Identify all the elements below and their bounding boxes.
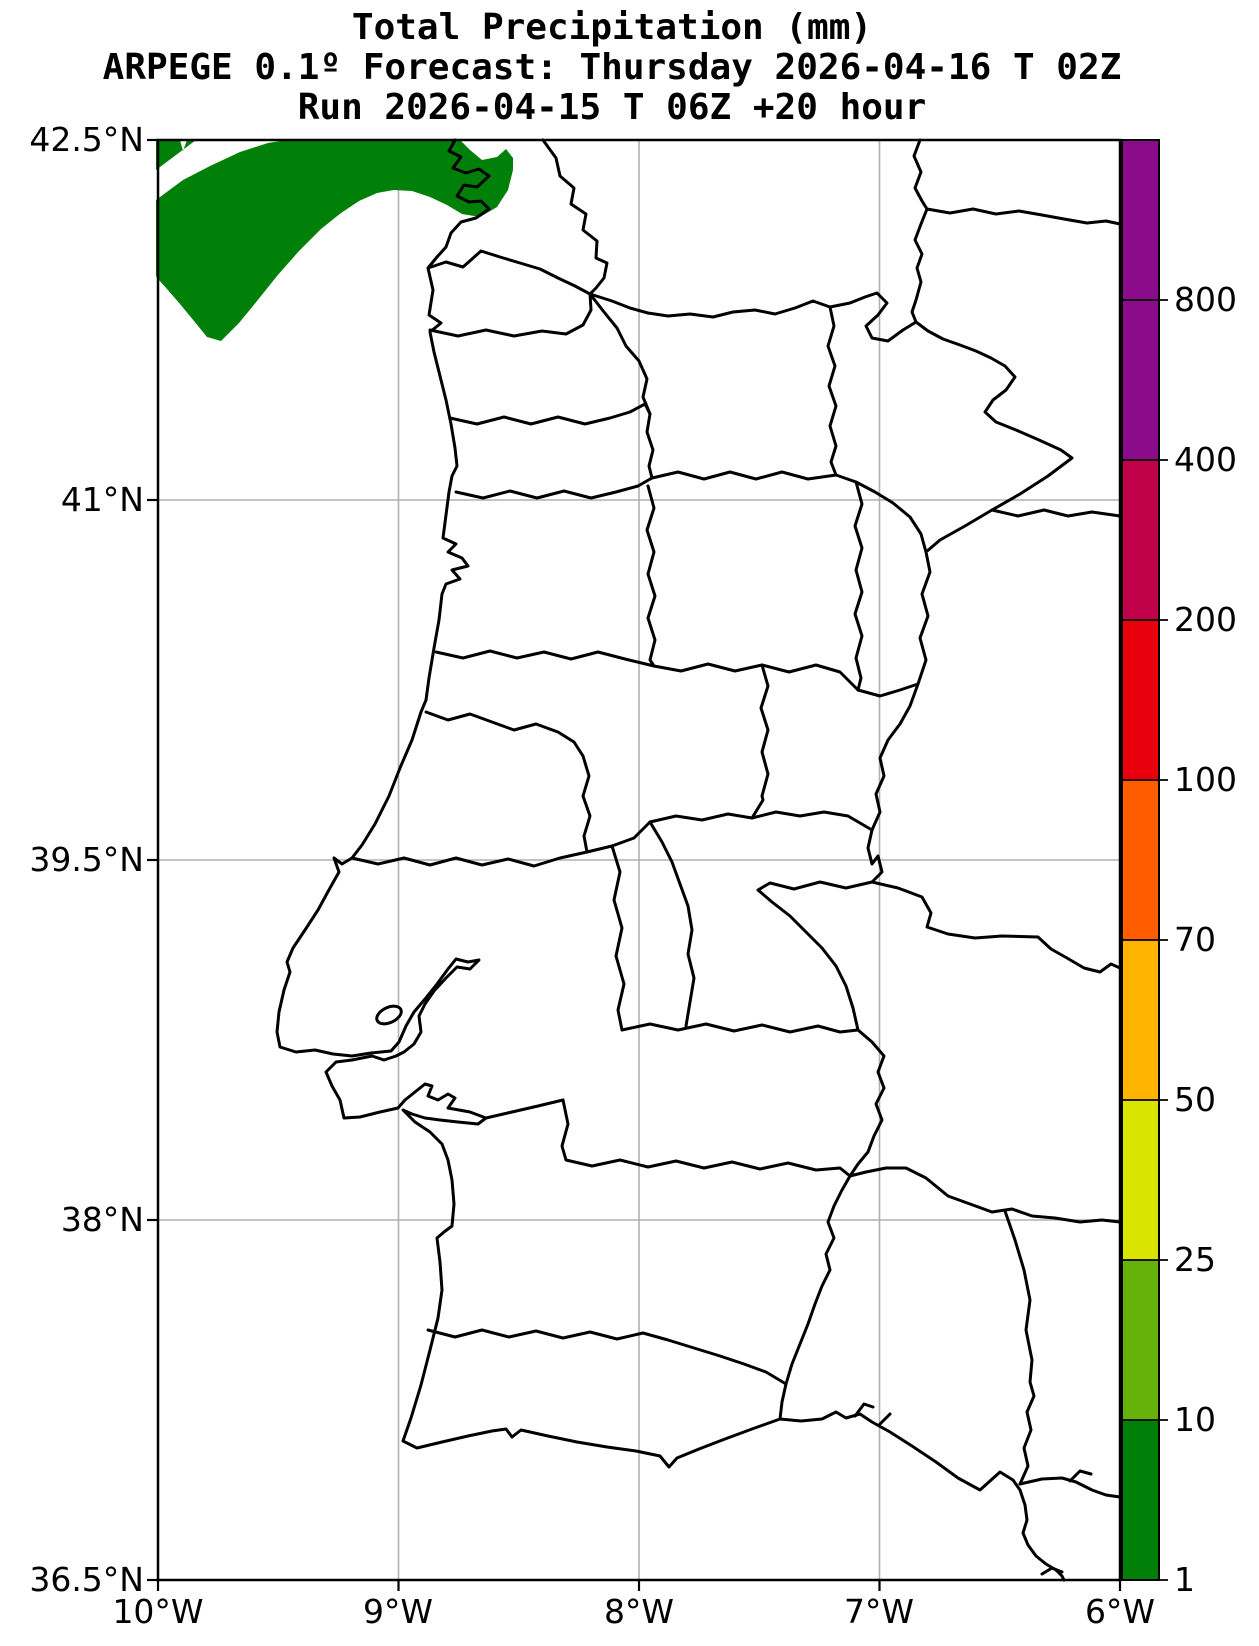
- district-castelobranco-west: [750, 663, 770, 820]
- district-santarem-portalegre: [648, 820, 696, 1028]
- district-viseu-guarda: [853, 480, 864, 692]
- colorbar-segment-400-800: [1122, 300, 1159, 460]
- gridlines: [158, 140, 1120, 1580]
- district-santarem-evora: [610, 844, 626, 1032]
- district-douro-line: [650, 470, 928, 554]
- precip-patch-group: [156, 140, 513, 341]
- district-setubal-evora: [484, 1098, 565, 1120]
- colorbar-segment-25-50: [1122, 1100, 1159, 1260]
- border-salamanca-caceres: [870, 880, 1122, 974]
- colorbar-label-10: 10: [1174, 1400, 1216, 1439]
- colorbar-segment-50-70: [1122, 940, 1159, 1100]
- border-zamora-salamanca: [990, 508, 1122, 518]
- district-leiria-santarem: [581, 754, 592, 854]
- colorbar-segment-1-10: [1122, 1420, 1159, 1580]
- colorbar-segment-200-400: [1122, 460, 1159, 620]
- precip-patch-main: [156, 140, 513, 341]
- district-porto-aveiro: [454, 476, 654, 500]
- coastline-huelva-spur-2: [878, 1412, 892, 1426]
- coastline-huelva-spur-1: [853, 1402, 875, 1418]
- colorbar-segment-100-200: [1122, 620, 1159, 780]
- border-pontevedra-ourense: [541, 138, 609, 296]
- colorbar-segment-10-25: [1122, 1260, 1159, 1420]
- plot-subtitle-forecast: ARPEGE 0.1º Forecast: Thursday 2026-04-1…: [102, 47, 1122, 88]
- plot-subtitle-run: Run 2026-04-15 T 06Z +20 hour: [297, 87, 927, 128]
- lat-label-36-5n: 36.5°N: [29, 1560, 144, 1599]
- district-algarve-north: [426, 1328, 788, 1386]
- coastline-guadalquivir-spur: [1040, 1566, 1064, 1576]
- lon-label-9w: 9°W: [362, 1592, 434, 1631]
- colorbar-segment-over-800: [1122, 140, 1159, 300]
- border-badajoz-andalucia: [848, 1166, 1122, 1224]
- coastline-path: [275, 138, 1066, 1582]
- lon-label-6w: 6°W: [1084, 1592, 1156, 1631]
- colorbar-label-70: 70: [1174, 920, 1216, 959]
- border-huelva-sevilla: [1003, 1209, 1036, 1486]
- district-tejo-line: [585, 810, 874, 854]
- district-guarda-castelobranco: [856, 682, 920, 698]
- lat-label-38n: 38°N: [60, 1200, 144, 1239]
- lon-label-10w: 10°W: [112, 1592, 204, 1631]
- border-ourense-zamora: [910, 138, 929, 324]
- colorbar-label-400: 400: [1174, 440, 1237, 479]
- district-coimbra-north: [434, 649, 860, 692]
- district-evora-north: [620, 1022, 860, 1034]
- district-viana-braga: [428, 292, 593, 338]
- district-braga-porto: [448, 402, 652, 426]
- coastline-cadiz-spur: [1068, 1469, 1093, 1483]
- lat-label-41n: 41°N: [60, 480, 144, 519]
- tejo-island: [375, 1004, 403, 1026]
- border-galicia-castilla: [925, 207, 1122, 226]
- axis-ticks: [147, 138, 1122, 1591]
- district-vilareal-braganca: [826, 305, 838, 477]
- district-coimbra-leiria: [424, 710, 585, 758]
- colorbar-label-100: 100: [1174, 760, 1237, 799]
- colorbar-label-200: 200: [1174, 600, 1237, 639]
- colorbar-segment-70-100: [1122, 780, 1159, 940]
- lat-label-39-5n: 39.5°N: [29, 840, 144, 879]
- precip-patch-corner-wedge: [156, 140, 196, 170]
- coastlines-and-borders: [275, 138, 1122, 1582]
- portugal-spain-border: [426, 249, 1074, 1421]
- district-braga-vilareal: [588, 292, 655, 480]
- colorbar-outline: [1121, 139, 1160, 1581]
- colorbar-label-800: 800: [1174, 280, 1237, 319]
- district-evora-beja: [560, 1098, 852, 1178]
- colorbar: [1121, 139, 1168, 1581]
- colorbar-label-25: 25: [1174, 1240, 1216, 1279]
- colorbar-label-50: 50: [1174, 1080, 1216, 1119]
- plot-title: Total Precipitation (mm): [351, 7, 873, 48]
- colorbar-label-1: 1: [1174, 1560, 1195, 1599]
- district-lisboa-leiria: [350, 850, 589, 868]
- district-aveiro-viseu: [645, 484, 657, 668]
- lat-label-42-5n: 42.5°N: [29, 120, 144, 159]
- lon-label-7w: 7°W: [843, 1592, 915, 1631]
- coastline-cadiz-branch: [1018, 1476, 1122, 1499]
- lon-label-8w: 8°W: [603, 1592, 675, 1631]
